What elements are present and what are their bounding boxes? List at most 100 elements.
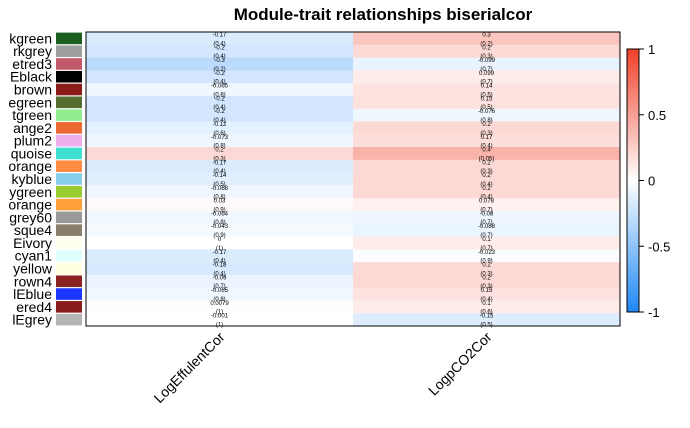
module-color-swatch — [56, 224, 82, 236]
module-label: sque4 — [14, 222, 52, 238]
cell-pvalue-label: (0.8) — [213, 92, 225, 98]
cell-correlation-label: -0.043 — [211, 224, 229, 230]
cell-pvalue-label: (0.9) — [480, 259, 492, 265]
cell-pvalue-label: (0.4) — [213, 118, 225, 124]
colorbar-tick-label: -0.5 — [648, 239, 670, 254]
heatmap-cell — [86, 159, 354, 174]
module-label: kyblue — [12, 171, 53, 187]
cell-correlation-label: -0.2 — [214, 96, 225, 102]
module-color-swatch — [56, 198, 82, 211]
cell-correlation-label: 0.15 — [481, 96, 493, 102]
cell-correlation-label: 0.3 — [482, 33, 491, 39]
cell-correlation-label: 0.14 — [481, 84, 493, 90]
cell-pvalue-label: (0.7) — [480, 246, 492, 252]
cell-pvalue-label: (0.3) — [480, 271, 492, 277]
heatmap-cell — [353, 198, 621, 212]
colorbar-tick-label: 0 — [648, 174, 655, 189]
module-color-swatch — [56, 122, 82, 134]
module-label: Eivory — [13, 235, 52, 251]
heatmap-cell — [86, 70, 354, 84]
module-color-swatch — [56, 185, 82, 198]
cell-correlation-label: -0.068 — [211, 186, 229, 192]
cell-pvalue-label: (0.4) — [213, 80, 225, 86]
module-label: plum2 — [14, 133, 52, 149]
cell-pvalue-label: (0.3) — [213, 156, 225, 162]
cell-correlation-label: -0.17 — [213, 250, 227, 256]
heatmap-cell — [353, 108, 621, 122]
heatmap-cell — [353, 147, 621, 161]
cell-pvalue-label: (0.8) — [213, 220, 225, 226]
colorbar-tick-label: 0.5 — [648, 108, 666, 123]
cell-pvalue-label: (0.4) — [213, 54, 225, 60]
module-color-swatch — [56, 262, 82, 275]
cell-pvalue-label: (0.8) — [213, 297, 225, 303]
heatmap-cell — [353, 57, 621, 71]
cell-pvalue-label: (0.8) — [213, 144, 225, 150]
heatmap-cell — [86, 300, 354, 314]
module-color-swatch — [56, 211, 82, 224]
cell-correlation-label: -0.001 — [211, 314, 229, 320]
cell-correlation-label: -0.2 — [214, 45, 225, 51]
module-color-swatch — [56, 96, 82, 109]
cell-correlation-label: -0.17 — [213, 33, 227, 39]
trait-label: LogpCO2Cor — [425, 329, 495, 399]
cell-pvalue-label: (0.4) — [480, 182, 492, 188]
cell-pvalue-label: (0.5) — [480, 105, 492, 111]
cell-correlation-label: -0.12 — [213, 122, 227, 128]
cell-pvalue-label: (0.2) — [480, 41, 492, 47]
colorbar — [626, 48, 640, 313]
heatmap-cell — [353, 159, 621, 174]
cell-pvalue-label: (0.4) — [480, 297, 492, 303]
module-label: grey60 — [9, 209, 52, 225]
cell-correlation-label: 0.1 — [482, 237, 491, 243]
module-color-swatch — [56, 249, 82, 262]
cell-pvalue-label: (0.3) — [480, 284, 492, 290]
cell-pvalue-label: (0.05) — [479, 156, 495, 162]
heatmap-cell — [86, 108, 354, 122]
cell-pvalue-label: (0.6) — [213, 131, 225, 137]
cell-correlation-label: 0.2 — [482, 263, 491, 269]
cell-pvalue-label: (0.5) — [213, 182, 225, 188]
heatmap-cell — [353, 249, 621, 263]
module-color-swatch — [56, 173, 82, 185]
module-color-swatches — [56, 32, 82, 326]
cell-pvalue-label: (0.3) — [480, 54, 492, 60]
heatmap-cell — [86, 83, 354, 97]
cell-correlation-label: 0.2 — [482, 45, 491, 51]
cell-pvalue-label: (0.4) — [213, 259, 225, 265]
cell-correlation-label: 0.2 — [482, 122, 491, 128]
heatmap-cell — [86, 134, 354, 148]
module-color-swatch — [56, 275, 82, 288]
cell-pvalue-label: (0.4) — [213, 169, 225, 175]
cell-pvalue-label: (0.5) — [480, 92, 492, 98]
cell-correlation-label: -0.099 — [478, 58, 496, 64]
cell-pvalue-label: (0.7) — [480, 67, 492, 73]
module-label: rown4 — [14, 273, 52, 289]
cell-pvalue-label: (0.4) — [480, 195, 492, 201]
module-label: ered4 — [16, 299, 52, 315]
module-color-swatch — [56, 160, 82, 173]
heatmap-cell — [86, 249, 354, 263]
cell-correlation-label: 0.099 — [479, 71, 495, 77]
cell-pvalue-label: (0.4) — [213, 41, 225, 47]
module-color-swatch — [56, 147, 82, 160]
heatmap-cell — [86, 313, 354, 327]
module-label: Eblack — [10, 69, 53, 85]
module-label: brown — [14, 82, 52, 98]
cell-correlation-label: -0.064 — [211, 211, 229, 217]
cell-pvalue-label: (0.7) — [480, 207, 492, 213]
heatmap-cell — [86, 172, 354, 186]
heatmap-cell — [353, 134, 621, 148]
cell-pvalue-label: (0.7) — [480, 220, 492, 226]
heatmap-cell — [86, 32, 354, 46]
heatmap-cell — [86, 287, 354, 301]
heatmap-cell — [353, 300, 621, 314]
cell-pvalue-label: (0.8) — [213, 195, 225, 201]
cell-correlation-label: -0.15 — [480, 314, 494, 320]
cell-pvalue-label: (1) — [216, 310, 223, 316]
module-label: orange — [8, 197, 52, 213]
module-label: rkgrey — [13, 43, 52, 59]
module-color-swatch — [56, 301, 82, 313]
chart-title: Module-trait relationships biserialcor — [234, 5, 533, 24]
